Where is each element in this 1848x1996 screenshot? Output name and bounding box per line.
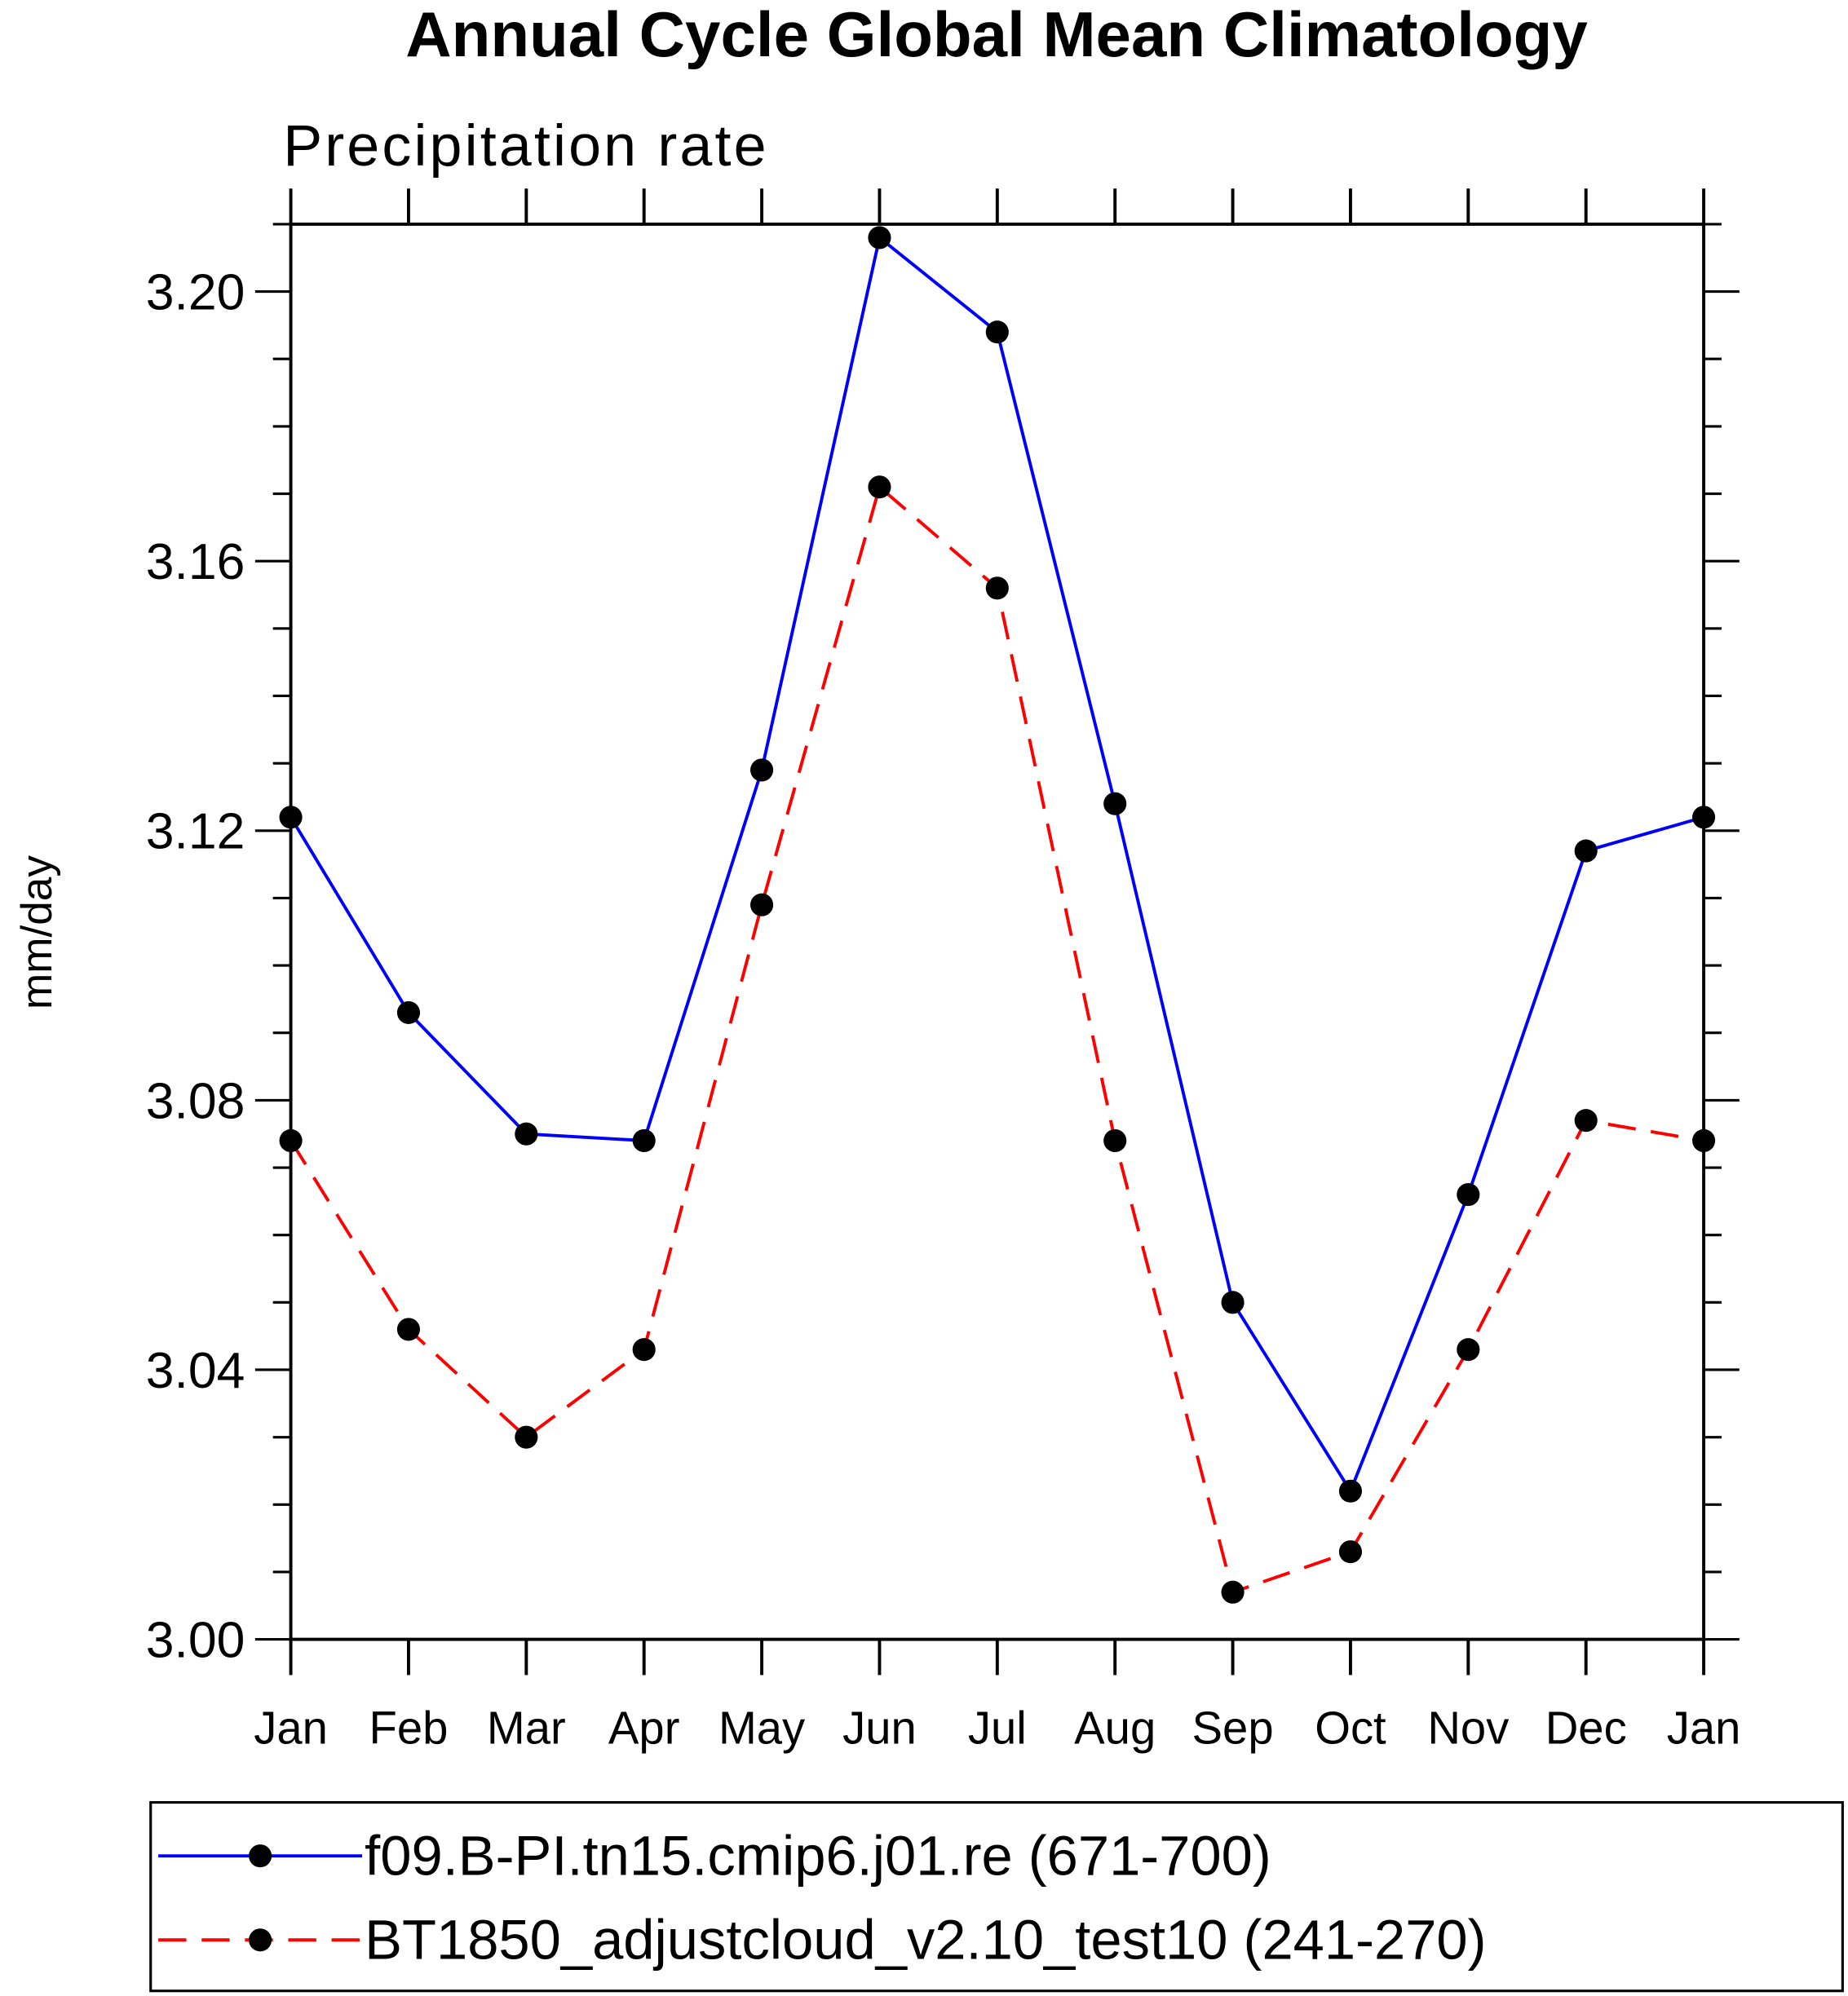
data-point — [868, 226, 891, 250]
data-point — [632, 1128, 656, 1153]
data-point — [1103, 1128, 1127, 1153]
data-point — [515, 1122, 538, 1146]
data-point — [1574, 1109, 1598, 1133]
data-point — [279, 1128, 303, 1153]
x-tick-label: Jan — [254, 1702, 328, 1754]
data-point — [396, 1318, 421, 1341]
data-point — [1221, 1291, 1245, 1314]
y-tick-label: 3.12 — [146, 803, 245, 860]
data-point — [1338, 1540, 1363, 1564]
y-tick-label: 3.20 — [146, 263, 245, 320]
y-axis-label: mm/day — [13, 855, 61, 1009]
data-point — [1221, 1580, 1245, 1604]
series-line-1 — [289, 484, 1704, 1595]
legend-marker-1 — [249, 1928, 272, 1952]
data-point — [985, 576, 1009, 600]
legend-marker-0 — [249, 1844, 272, 1868]
x-tick-label: Nov — [1427, 1702, 1509, 1754]
x-tick-label: Aug — [1074, 1702, 1156, 1754]
y-tick-label: 3.04 — [146, 1342, 245, 1399]
axes: Jan Feb Mar Apr May Jun Jul Aug Sep Oct Nov Dec Jan3… — [146, 188, 1741, 1754]
data-point — [279, 806, 303, 829]
x-tick-label: Dec — [1545, 1702, 1627, 1754]
data-point — [1457, 1183, 1480, 1207]
data-point — [985, 320, 1009, 344]
data-point — [1103, 792, 1127, 815]
x-tick-label: Jun — [842, 1702, 917, 1754]
x-tick-label: Sep — [1192, 1702, 1274, 1754]
data-point — [868, 475, 891, 499]
data-point — [632, 1338, 656, 1362]
data-point — [1574, 839, 1598, 863]
data-point — [1338, 1479, 1363, 1503]
data-point — [1692, 806, 1716, 829]
data-point — [515, 1425, 538, 1449]
series-line-0 — [289, 234, 1704, 1495]
x-tick-label: Feb — [369, 1702, 449, 1754]
y-tick-label: 3.00 — [146, 1611, 245, 1668]
series-group — [279, 226, 1716, 1604]
plot-frame — [289, 222, 1706, 1641]
x-tick-label: Oct — [1315, 1702, 1386, 1754]
x-tick-label: Apr — [608, 1702, 680, 1754]
data-point — [1457, 1338, 1480, 1362]
legend-label-1: BT1850_adjustcloud_v2.10_test10 (241-270… — [365, 1909, 1486, 1972]
y-tick-label: 3.16 — [146, 533, 245, 590]
legend-box — [149, 1800, 1844, 1993]
y-tick-label: 3.08 — [146, 1072, 245, 1129]
x-tick-label: May — [718, 1702, 805, 1754]
x-tick-label: Jul — [968, 1702, 1027, 1754]
data-point — [1692, 1128, 1716, 1153]
x-tick-label: Jan — [1667, 1702, 1741, 1754]
data-point — [396, 1000, 421, 1025]
legend: f09.B-PI.tn15.cmip6.j01.re (671-700) BT1… — [149, 1800, 1844, 1993]
data-point — [750, 758, 774, 782]
chart-title: Annual Cycle Global Mean Climatology — [405, 0, 1588, 70]
chart-subtitle: Precipitation rate — [283, 113, 768, 179]
x-tick-label: Mar — [487, 1702, 566, 1754]
data-point — [750, 893, 774, 916]
legend-label-0: f09.B-PI.tn15.cmip6.j01.re (671-700) — [365, 1825, 1271, 1888]
